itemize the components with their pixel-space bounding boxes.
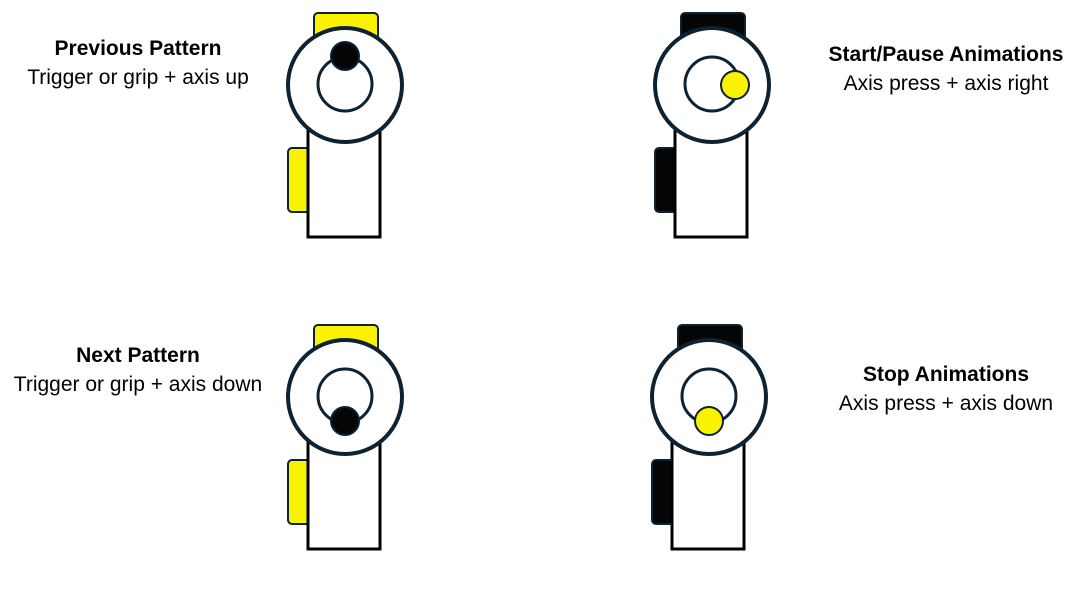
label-previous-pattern: Previous Pattern Trigger or grip + axis … [0, 35, 276, 93]
mapping-title: Start/Pause Animations [828, 43, 1064, 66]
thumbstick-knob [694, 406, 724, 436]
thumbstick-knob [330, 406, 360, 436]
controller-start-pause-animations [653, 12, 771, 239]
controller-previous-pattern [286, 12, 404, 239]
mapping-description: Axis press + axis down [838, 392, 1054, 415]
mapping-title: Previous Pattern [54, 37, 222, 60]
label-next-pattern: Next Pattern Trigger or grip + axis down [0, 342, 276, 400]
mapping-description: Axis press + axis right [843, 72, 1049, 95]
mapping-title: Stop Animations [862, 363, 1030, 386]
label-start-pause-animations: Start/Pause Animations Axis press + axis… [806, 41, 1086, 99]
mapping-description: Trigger or grip + axis down [13, 373, 263, 396]
mapping-title: Next Pattern [76, 344, 200, 367]
label-stop-animations: Stop Animations Axis press + axis down [806, 361, 1086, 419]
thumbstick-knob [720, 70, 750, 100]
controller-next-pattern [286, 324, 404, 551]
thumbstick-knob [330, 41, 360, 71]
controller-stop-animations [650, 324, 768, 551]
mapping-description: Trigger or grip + axis up [27, 66, 249, 89]
